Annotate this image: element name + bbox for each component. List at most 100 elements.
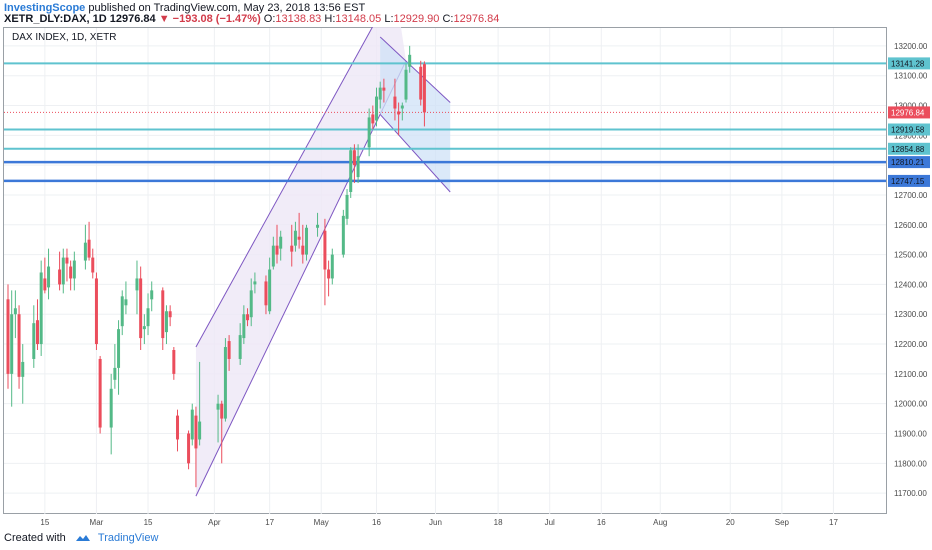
candle-body	[293, 230, 297, 246]
open-value: 13138.83	[275, 13, 322, 25]
candle-body	[139, 278, 143, 339]
candle-body	[345, 194, 349, 219]
low-label: L:	[384, 13, 394, 25]
y-tick-label: 12900.00	[894, 131, 928, 140]
y-tick-label: 12500.00	[894, 251, 928, 260]
candle-body	[367, 117, 371, 148]
y-tick-label: 12100.00	[894, 370, 928, 379]
candle-body	[172, 350, 176, 374]
y-tick-label: 11900.00	[894, 429, 927, 438]
channel-upper-line	[195, 27, 374, 348]
candle-body	[69, 266, 73, 279]
candle-body	[176, 415, 180, 440]
candle-body	[275, 245, 279, 255]
candle-body	[264, 281, 268, 306]
candle-body	[198, 421, 202, 440]
channel-lower-line	[195, 60, 407, 497]
candle-body	[124, 299, 128, 306]
candle-body	[371, 114, 375, 124]
symbol-info: XETR_DLY:DAX, 1D 12976.84 ▼ −193.08 (−1.…	[4, 13, 499, 25]
x-tick-label: Jun	[429, 518, 442, 527]
y-tick-label: 12000.00	[894, 400, 928, 409]
last-price-label: 12976.84	[891, 108, 925, 117]
candle-body	[13, 308, 17, 315]
y-tick-label: 11800.00	[894, 459, 927, 468]
level-price-tag	[888, 142, 930, 155]
candle-body	[304, 227, 308, 255]
close-value: 12976.84	[453, 13, 500, 25]
candle-body	[316, 224, 320, 228]
publish-info: InvestingScope published on TradingView.…	[4, 2, 365, 14]
candle-body	[301, 245, 305, 255]
x-tick-label: Aug	[653, 518, 667, 527]
flag-fill	[380, 36, 451, 192]
flag-upper-line	[379, 36, 451, 103]
candle-body	[35, 320, 39, 345]
level-price-label: 12854.88	[891, 145, 925, 154]
candle-body	[142, 326, 146, 330]
close-label: C:	[442, 13, 454, 25]
candle-body	[271, 245, 275, 267]
x-tick-label: 15	[144, 518, 153, 527]
candle-body	[98, 358, 102, 428]
candle-body	[223, 347, 227, 419]
candle-body	[61, 257, 65, 285]
last-price-tag	[888, 106, 930, 119]
x-tick-label: 15	[40, 518, 49, 527]
candle-body	[220, 403, 224, 419]
level-price-tag	[888, 123, 930, 136]
candle-body	[242, 314, 246, 339]
last-price: 12976.84	[109, 13, 156, 25]
y-tick-label: 12700.00	[894, 191, 928, 200]
candle-body	[32, 323, 36, 359]
candle-body	[404, 69, 408, 100]
footer: Created with TradingView	[4, 532, 158, 544]
symbol-label: XETR_DLY:DAX, 1D	[4, 13, 107, 25]
candle-body	[146, 308, 150, 327]
created-with-text: Created with	[4, 532, 66, 544]
candle-body	[216, 403, 220, 410]
candle-body	[375, 96, 379, 121]
level-price-label: 12919.58	[891, 125, 925, 134]
level-price-label: 12747.15	[891, 177, 925, 186]
x-tick-label: 20	[726, 518, 735, 527]
candle-body	[419, 66, 423, 100]
candle-body	[117, 329, 121, 368]
candle-body	[187, 433, 191, 464]
price-chart[interactable]: 11700.00 11800.00 11900.00 12000.00 12100.00…	[0, 27, 932, 527]
candle-body	[246, 314, 250, 321]
candle-body	[39, 272, 43, 345]
y-tick-label: 12400.00	[894, 280, 928, 289]
level-price-label: 12810.21	[891, 158, 925, 167]
chart-header: InvestingScope published on TradingView.…	[0, 0, 932, 28]
x-tick-label: Sep	[775, 518, 790, 527]
candle-body	[6, 299, 10, 374]
candle-body	[408, 54, 412, 67]
x-tick-label: Apr	[208, 518, 221, 527]
tradingview-brand[interactable]: TradingView	[97, 532, 159, 544]
candle-body	[290, 245, 294, 252]
candle-body	[91, 257, 95, 273]
candle-body	[190, 409, 194, 440]
candle-body	[194, 415, 198, 449]
candle-body	[58, 269, 62, 285]
channel-fill	[195, 27, 406, 497]
chart-title: DAX INDEX, 1D, XETR	[12, 32, 117, 43]
y-tick-label: 12600.00	[894, 221, 928, 230]
candle-body	[168, 311, 172, 318]
publisher-name[interactable]: InvestingScope	[4, 2, 86, 14]
candle-body	[238, 335, 242, 359]
candle-body	[341, 215, 345, 255]
candle-body	[65, 257, 69, 264]
x-tick-label: 18	[494, 518, 503, 527]
candle-body	[378, 87, 382, 100]
y-tick-label: 11700.00	[894, 489, 927, 498]
candle-body	[422, 64, 426, 113]
candle-body	[21, 361, 25, 377]
candle-body	[113, 367, 117, 380]
candle-body	[297, 236, 301, 240]
candle-body	[249, 290, 253, 318]
y-tick-label: 12200.00	[894, 340, 928, 349]
candle-body	[227, 341, 231, 359]
x-tick-label: 17	[265, 518, 274, 527]
